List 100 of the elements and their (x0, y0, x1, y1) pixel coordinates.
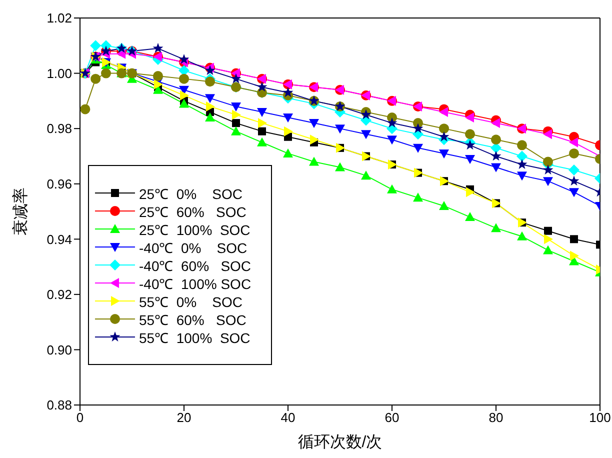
point (569, 137, 578, 148)
point (101, 68, 111, 78)
point (205, 76, 215, 87)
point (179, 74, 189, 84)
point (231, 102, 241, 112)
point (517, 172, 527, 181)
legend-label: 25℃ 100% SOC (139, 220, 250, 238)
x-tick-label: 40 (280, 410, 296, 426)
point (465, 112, 474, 123)
point (413, 144, 423, 153)
point (439, 106, 448, 117)
point (543, 245, 553, 254)
point (230, 73, 242, 84)
point (154, 79, 163, 90)
point (544, 234, 553, 244)
point (568, 176, 580, 186)
point (179, 98, 189, 108)
point (570, 250, 579, 261)
point (464, 140, 476, 150)
y-tick-label: 0.94 (46, 232, 72, 247)
point (232, 119, 240, 128)
point (284, 126, 293, 136)
y-tick-label: 0.92 (46, 287, 72, 302)
point (256, 82, 268, 92)
point (90, 74, 101, 84)
point (335, 162, 345, 172)
legend-label: 25℃ 60% SOC (139, 202, 246, 220)
point (360, 109, 372, 120)
point (516, 150, 528, 162)
x-tick-label: 80 (488, 410, 504, 426)
point (570, 235, 578, 244)
point (282, 87, 294, 98)
point (466, 187, 475, 198)
point (439, 200, 449, 210)
legend-label: -40℃ 60% SOC (139, 256, 252, 274)
y-tick-label: 0.88 (46, 398, 72, 413)
point (412, 123, 424, 134)
point (258, 127, 266, 136)
point (517, 140, 527, 150)
point (465, 129, 475, 140)
point (543, 129, 552, 140)
point (543, 156, 553, 167)
x-tick-label: 20 (176, 410, 192, 426)
point (283, 148, 293, 158)
point (491, 118, 500, 128)
point (386, 118, 398, 128)
point (439, 124, 449, 134)
point (413, 192, 423, 202)
legend-label: -40℃ 0% SOC (139, 238, 248, 256)
point (206, 101, 215, 112)
point (335, 124, 345, 134)
point (257, 137, 267, 146)
point (465, 154, 475, 164)
point (387, 136, 397, 145)
point (153, 71, 163, 82)
point (569, 148, 579, 158)
point (204, 65, 216, 75)
point (205, 112, 215, 122)
point (178, 54, 190, 64)
legend-label: 55℃ 0% SOC (139, 292, 242, 310)
point (361, 130, 371, 140)
point (491, 163, 501, 172)
legend-label: 55℃ 100% SOC (139, 328, 250, 346)
point (258, 118, 267, 128)
point (569, 188, 579, 198)
point (179, 86, 189, 95)
point (180, 90, 189, 100)
legend-label: -40℃ 100% SOC (139, 274, 252, 292)
y-axis-title: 衰减率 (12, 188, 30, 236)
x-tick-label: 60 (384, 410, 400, 426)
y-tick-label: 1.02 (46, 10, 72, 26)
point (491, 223, 501, 232)
point (116, 48, 126, 59)
point (231, 126, 241, 136)
point (516, 159, 528, 169)
point (387, 184, 397, 194)
y-tick-label: 0.98 (46, 121, 72, 136)
point (80, 104, 90, 114)
y-tick-label: 0.90 (46, 342, 72, 358)
point (568, 164, 580, 176)
point (205, 94, 215, 104)
point (542, 164, 554, 174)
point (232, 110, 241, 120)
point (309, 156, 319, 166)
x-axis-title: 循环次数/次 (298, 434, 382, 451)
legend-label: 25℃ 0% SOC (139, 184, 242, 202)
y-tick-label: 1.00 (46, 66, 72, 81)
point (517, 231, 527, 240)
point (543, 177, 553, 186)
point (490, 150, 502, 161)
point (152, 42, 164, 53)
point (544, 226, 552, 235)
point (439, 149, 449, 158)
point (465, 212, 475, 222)
point (309, 119, 319, 128)
y-tick-label: 0.96 (46, 176, 72, 192)
point (283, 114, 293, 123)
point (438, 131, 450, 142)
point (310, 134, 319, 145)
x-tick-label: 0 (76, 410, 84, 426)
